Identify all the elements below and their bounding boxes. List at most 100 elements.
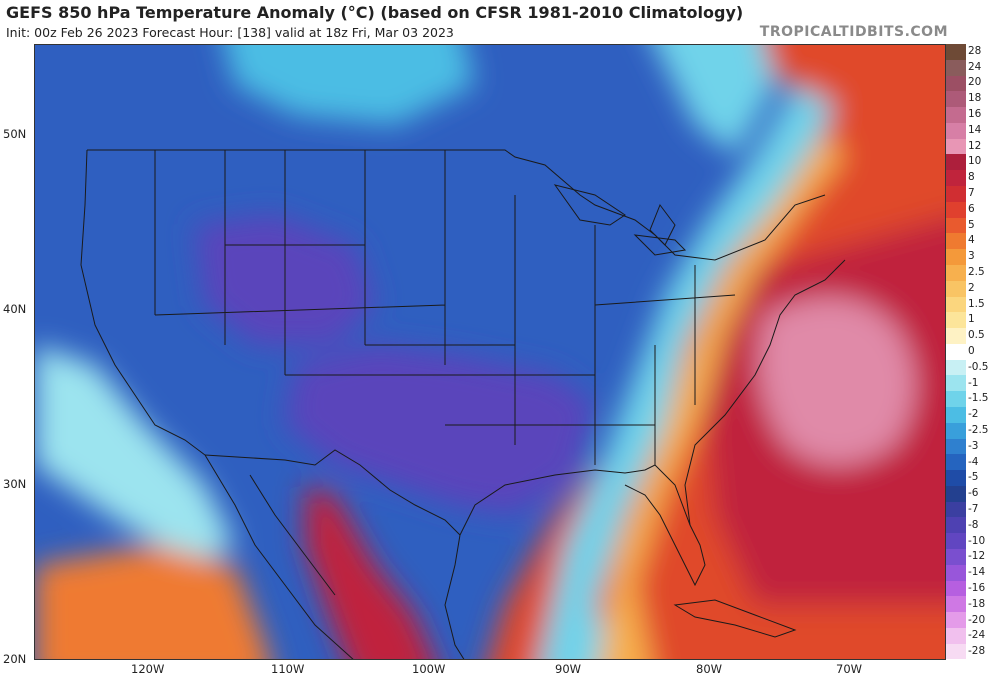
colorbar-swatch <box>946 375 966 392</box>
colorbar-label: -7 <box>968 502 979 515</box>
colorbar-label: 10 <box>968 155 982 168</box>
lon-label-110w: 110W <box>271 662 305 676</box>
colorbar-swatch <box>946 217 966 234</box>
colorbar-label: -16 <box>968 581 986 594</box>
colorbar-label: -2.5 <box>968 423 989 436</box>
site-brand[interactable]: TROPICALTIDBITS.COM <box>759 24 948 40</box>
colorbar-label: -18 <box>968 597 986 610</box>
lon-label-120w: 120W <box>131 662 165 676</box>
gulf-of-california <box>249 474 336 596</box>
colorbar-label: -8 <box>968 518 979 531</box>
us-mexico-border <box>204 449 461 536</box>
cool-anomaly-hudson <box>655 45 775 155</box>
colorbar-label: -2 <box>968 408 979 421</box>
colorbar-swatch <box>946 454 966 471</box>
map-title: GEFS 850 hPa Temperature Anomaly (°C) (b… <box>6 3 744 22</box>
lat-label-30n: 30N <box>3 477 27 491</box>
gulf-coast <box>459 464 706 587</box>
us-canada-border <box>87 149 826 261</box>
colorbar-label: 2.5 <box>968 266 985 279</box>
colorbar-swatch <box>946 517 966 534</box>
colorbar-swatch <box>946 533 966 549</box>
colorbar-label: -5 <box>968 471 979 484</box>
colorbar-swatch <box>946 249 966 265</box>
colorbar-swatch <box>946 186 966 202</box>
colorbar-label: -10 <box>968 534 986 547</box>
colorbar-swatch <box>946 201 966 218</box>
colorbar-swatch <box>946 643 966 660</box>
warm-anomaly-mexico <box>305 485 434 659</box>
colorbar-swatch <box>946 280 966 297</box>
colorbar-label: -0.5 <box>968 360 989 373</box>
us-west-coast <box>80 149 206 456</box>
colorbar-label: -24 <box>968 629 986 642</box>
cool-anomaly-canada <box>225 45 475 125</box>
colorbar-label: 8 <box>968 171 975 184</box>
colorbar-label: 0.5 <box>968 329 985 342</box>
colorbar-label: 2 <box>968 281 975 294</box>
lat-label-20n: 20N <box>3 652 27 666</box>
colorbar-swatch <box>946 264 966 281</box>
colorbar-swatch <box>946 138 966 155</box>
colorbar-swatch <box>946 154 966 171</box>
forecast-info: Init: 00z Feb 26 2023 Forecast Hour: [13… <box>6 25 454 40</box>
colorbar-label: 1.5 <box>968 297 985 310</box>
colorbar-label: 24 <box>968 60 982 73</box>
colorbar-swatch <box>946 485 966 502</box>
colorbar-swatch <box>946 122 966 139</box>
colorbar-label: 4 <box>968 234 975 247</box>
colorbar-swatch <box>946 596 966 613</box>
colorbar-swatch <box>946 422 966 439</box>
colorbar-swatch <box>946 59 966 76</box>
colorbar-swatch <box>946 233 966 250</box>
colorbar-label: -6 <box>968 487 979 500</box>
colorbar-swatch <box>946 312 966 329</box>
colorbar-swatch <box>946 107 966 123</box>
great-lakes <box>553 184 687 256</box>
colorbar-swatch <box>946 627 966 644</box>
colorbar-label: 14 <box>968 123 982 136</box>
colorbar-label: 1 <box>968 313 975 326</box>
colorbar-label: -1 <box>968 376 979 389</box>
warm-anomaly-pacific <box>35 545 269 659</box>
colorbar-label: -14 <box>968 566 986 579</box>
colorbar-swatch <box>946 612 966 628</box>
colorbar-swatch <box>946 564 966 581</box>
cuba-outline <box>673 599 797 638</box>
transition-band <box>540 85 835 659</box>
colorbar-label: 16 <box>968 108 982 121</box>
pacific-coast-band <box>35 345 235 565</box>
colorbar-swatch <box>946 438 966 455</box>
colorbar-swatch <box>946 91 966 108</box>
colorbar-label: 6 <box>968 202 975 215</box>
colorbar-label: -4 <box>968 455 979 468</box>
lat-label-50n: 50N <box>3 127 27 141</box>
colorbar <box>946 44 966 660</box>
colorbar-swatch <box>946 391 966 407</box>
colorbar-label: -20 <box>968 613 986 626</box>
colorbar-label: 0 <box>968 345 975 357</box>
colorbar-label: 3 <box>968 250 975 263</box>
colorbar-label: 28 <box>968 44 982 57</box>
colorbar-label: 5 <box>968 218 975 231</box>
colorbar-label: -3 <box>968 439 979 452</box>
purple-cold-core-south <box>285 345 595 515</box>
colorbar-label: -1.5 <box>968 392 989 405</box>
mexico-gulf-coast <box>444 534 465 659</box>
lon-label-100w: 100W <box>412 662 446 676</box>
colorbar-swatch <box>946 501 966 518</box>
colorbar-swatch <box>946 549 966 565</box>
colorbar-label: 12 <box>968 139 982 152</box>
anomaly-map <box>34 44 946 660</box>
colorbar-label: 20 <box>968 76 982 89</box>
east-coast <box>684 259 846 526</box>
mild-band <box>599 135 845 659</box>
colorbar-swatch <box>946 75 966 92</box>
lon-label-90w: 90W <box>555 662 582 676</box>
state-lines <box>154 150 736 465</box>
colorbar-swatch <box>946 359 966 376</box>
colorbar-label: -28 <box>968 645 986 658</box>
colorbar-label: 18 <box>968 92 982 105</box>
mexico-coast <box>204 454 354 659</box>
colorbar-swatch <box>946 170 966 187</box>
